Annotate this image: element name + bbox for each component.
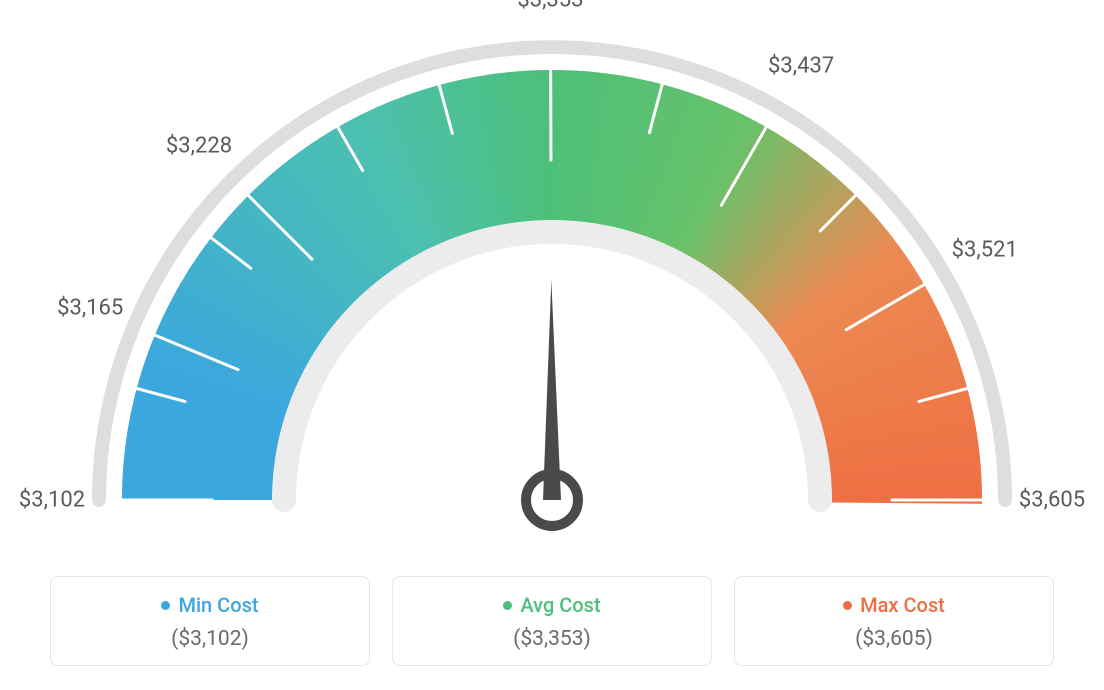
gauge-tick-label: $3,437 — [768, 54, 834, 79]
gauge-tick-label: $3,165 — [57, 296, 123, 321]
avg-cost-value: ($3,353) — [405, 627, 699, 651]
dot-icon — [843, 601, 852, 610]
gauge-svg — [0, 0, 1104, 560]
min-cost-title-text: Min Cost — [178, 593, 258, 617]
dot-icon — [161, 601, 170, 610]
gauge-tick-label: $3,228 — [166, 133, 232, 158]
min-cost-card: Min Cost ($3,102) — [50, 576, 370, 666]
max-cost-card: Max Cost ($3,605) — [734, 576, 1054, 666]
gauge-tick-label: $3,102 — [19, 488, 85, 513]
cost-cards: Min Cost ($3,102) Avg Cost ($3,353) Max … — [0, 576, 1104, 666]
avg-cost-card: Avg Cost ($3,353) — [392, 576, 712, 666]
avg-cost-title-text: Avg Cost — [520, 593, 600, 617]
dot-icon — [503, 601, 512, 610]
max-cost-title-text: Max Cost — [860, 593, 945, 617]
gauge-tick-label: $3,605 — [1019, 488, 1085, 513]
gauge-chart: $3,102 $3,165 $3,228 $3,353 $3,437 $3,521 $3,6… — [0, 0, 1104, 560]
max-cost-value: ($3,605) — [747, 627, 1041, 651]
max-cost-title: Max Cost — [843, 593, 945, 617]
avg-cost-title: Avg Cost — [503, 593, 600, 617]
min-cost-title: Min Cost — [161, 593, 258, 617]
gauge-tick-label: $3,521 — [952, 237, 1018, 262]
gauge-tick-label: $3,353 — [517, 0, 583, 13]
min-cost-value: ($3,102) — [63, 627, 357, 651]
